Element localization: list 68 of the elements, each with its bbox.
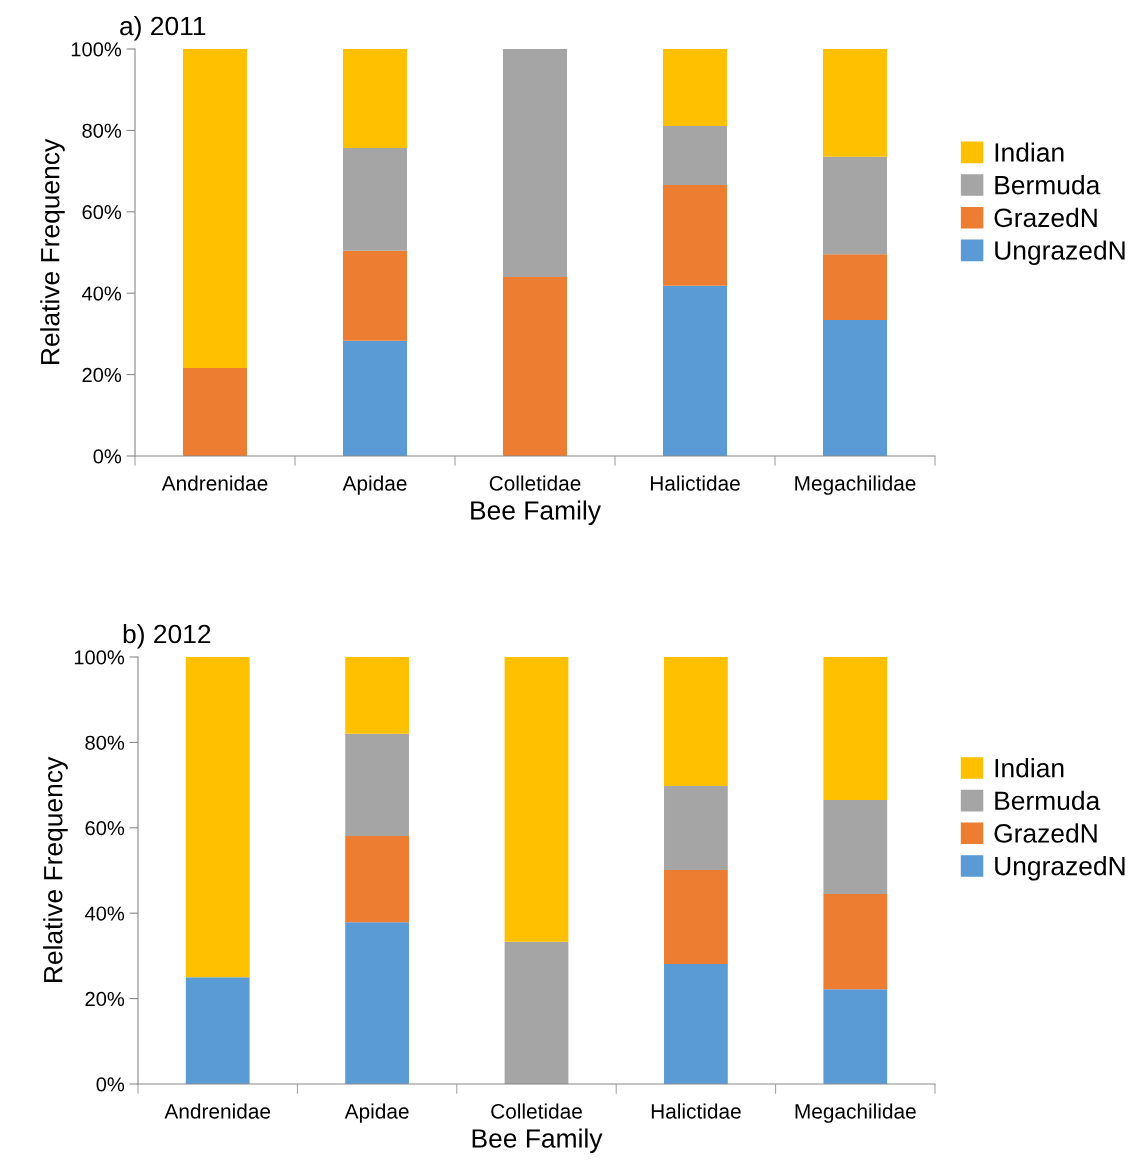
bar xyxy=(664,870,728,965)
y-tick-label: 0% xyxy=(93,449,122,464)
bar xyxy=(664,964,728,1084)
bar xyxy=(345,922,409,1084)
legend-label: UngrazedN xyxy=(995,240,1125,266)
x-tick-label: Colletidae xyxy=(489,475,581,491)
bar xyxy=(185,977,250,1084)
bar xyxy=(183,49,247,369)
y-tick-label: 80% xyxy=(82,123,122,138)
x-tick-label: Apidae xyxy=(344,1103,409,1123)
y-tick-label: 80% xyxy=(85,735,125,750)
bar xyxy=(504,941,569,1084)
x-tick-label: Halictidae xyxy=(651,1103,741,1119)
bar xyxy=(823,254,887,321)
chart-title: b) 2012 xyxy=(123,623,211,649)
y-tick-label: 20% xyxy=(82,367,122,383)
bar xyxy=(183,368,247,456)
x-tick-label: Halictidae xyxy=(650,475,740,491)
legend-label: Indian xyxy=(995,758,1064,778)
bar xyxy=(343,250,407,341)
x-tick-label: Megachilidae xyxy=(795,1103,916,1123)
bar xyxy=(823,657,888,801)
y-tick-label: 40% xyxy=(84,906,125,921)
bar xyxy=(664,657,728,786)
legend-label: Bermuda xyxy=(995,790,1101,811)
bar xyxy=(663,285,727,456)
y-tick-label: 20% xyxy=(85,991,125,1007)
legend-label: UngrazedN xyxy=(995,856,1125,881)
x-tick-label: Andrenidae xyxy=(161,475,268,491)
bar xyxy=(504,657,569,942)
bar xyxy=(345,733,409,836)
bar xyxy=(503,49,567,277)
x-tick-label: Colletidae xyxy=(491,1103,582,1119)
legend-label: GrazedN xyxy=(994,823,1097,843)
chart-title: a) 2011 xyxy=(120,15,206,41)
legend-label: Bermuda xyxy=(995,175,1101,195)
bar xyxy=(823,893,888,990)
bar xyxy=(663,125,727,185)
y-tick-label: 40% xyxy=(81,286,122,301)
y-tick-label: 0% xyxy=(96,1077,125,1092)
bar xyxy=(823,989,888,1084)
y-tick-label: 100% xyxy=(71,42,122,57)
bar xyxy=(823,800,888,894)
y-axis-title: Relative Frequency xyxy=(40,138,65,364)
y-tick-label: 60% xyxy=(85,821,125,836)
bar xyxy=(823,320,887,456)
x-tick-label: Andrenidae xyxy=(164,1103,271,1119)
bar xyxy=(663,49,727,126)
bar xyxy=(664,785,728,871)
y-tick-label: 60% xyxy=(82,205,122,220)
bar xyxy=(343,49,407,148)
y-tick-label: 100% xyxy=(74,650,125,665)
bar xyxy=(343,147,407,251)
y-axis-title: Relative Frequency xyxy=(43,756,68,982)
bar xyxy=(345,657,409,734)
x-axis-title: Bee Family xyxy=(471,500,601,526)
bar xyxy=(663,184,727,286)
bar xyxy=(823,49,887,157)
x-tick-label: Megachilidae xyxy=(795,475,916,495)
legend-label: Indian xyxy=(995,142,1064,162)
legend-label: GrazedN xyxy=(994,207,1097,228)
bar xyxy=(345,835,409,923)
bar xyxy=(343,340,407,456)
x-axis-title: Bee Family xyxy=(472,1128,603,1154)
bar xyxy=(823,156,887,255)
bar xyxy=(185,657,250,978)
bar xyxy=(503,276,567,456)
x-tick-label: Apidae xyxy=(342,475,407,495)
